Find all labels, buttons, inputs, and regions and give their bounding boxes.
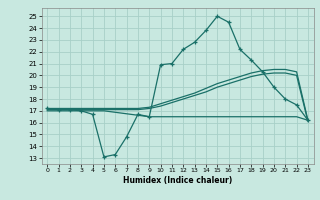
X-axis label: Humidex (Indice chaleur): Humidex (Indice chaleur): [123, 176, 232, 185]
